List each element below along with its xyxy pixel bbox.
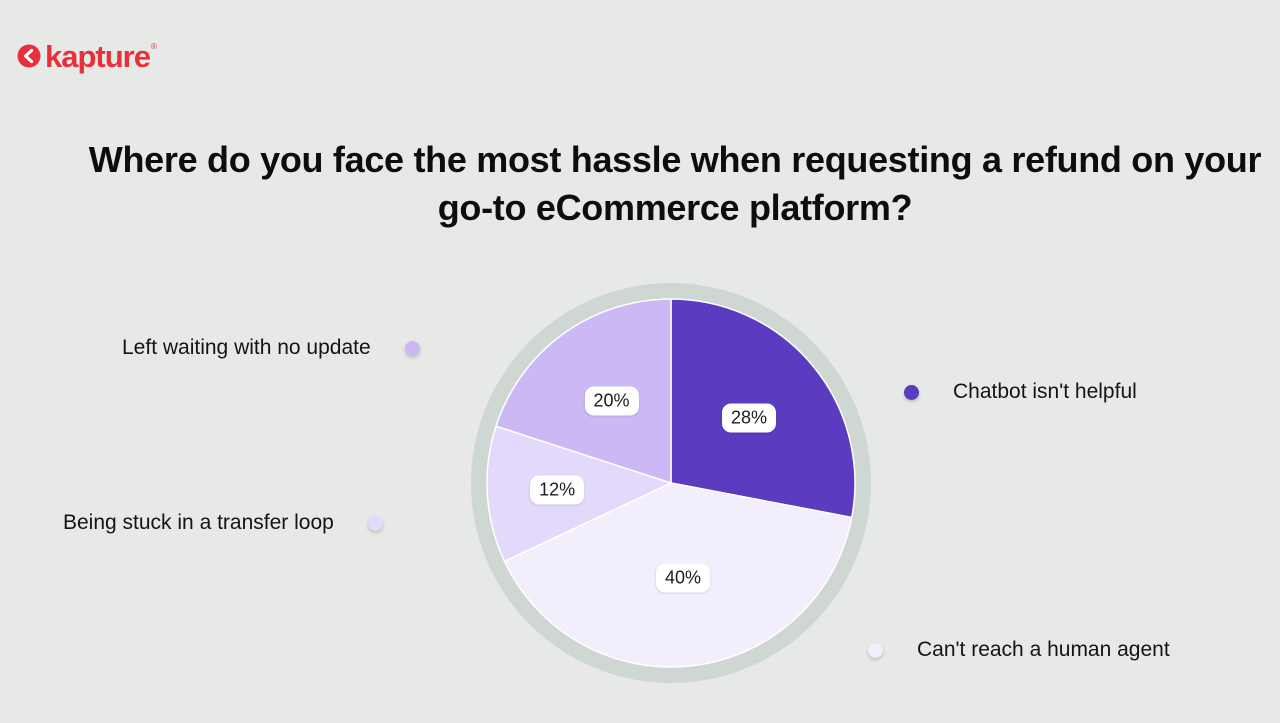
legend-label-transfer-loop: Being stuck in a transfer loop xyxy=(63,511,334,534)
pie-value-label-3: 20% xyxy=(584,386,639,416)
legend-label-human-agent: Can't reach a human agent xyxy=(917,638,1170,661)
legend-dot-chatbot xyxy=(904,384,919,400)
legend-item-human-agent: Can't reach a human agent xyxy=(868,638,1170,662)
legend-label-left-waiting: Left waiting with no update xyxy=(122,336,371,359)
kapture-logo-icon xyxy=(17,44,41,68)
legend-item-chatbot: Chatbot isn't helpful xyxy=(904,380,1137,404)
pie-value-label-2: 12% xyxy=(530,475,585,505)
legend-item-transfer-loop: Being stuck in a transfer loop xyxy=(63,511,383,535)
kapture-logo: kapture ® xyxy=(16,34,157,78)
legend-dot-transfer-loop xyxy=(367,515,383,531)
legend-item-left-waiting: Left waiting with no update xyxy=(122,336,420,360)
brand-name: kapture xyxy=(45,38,151,74)
pie-slice-3 xyxy=(495,298,672,485)
brand-reg-mark: ® xyxy=(150,42,157,51)
pie-value-label-0: 28% xyxy=(721,403,776,433)
legend-label-chatbot: Chatbot isn't helpful xyxy=(953,380,1137,403)
legend-dot-left-waiting xyxy=(404,340,420,356)
pie-value-label-1: 40% xyxy=(655,563,710,593)
legend-dot-human-agent xyxy=(868,642,883,658)
chart-title: Where do you face the most hassle when r… xyxy=(88,139,1262,228)
